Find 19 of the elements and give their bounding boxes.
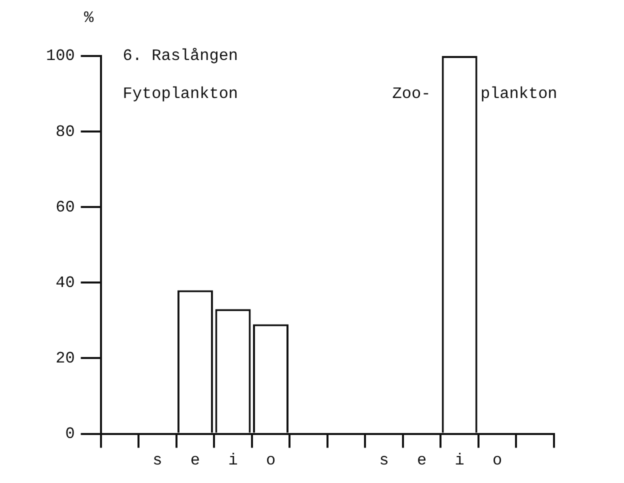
- y-axis-title: %: [84, 9, 94, 28]
- x-tick-label: i: [454, 452, 464, 470]
- x-tick-label: s: [152, 452, 162, 470]
- y-tick-label: 40: [56, 274, 75, 292]
- annotation: Fytoplankton: [122, 85, 238, 104]
- x-tick-label: i: [228, 452, 238, 470]
- annotation: plankton: [480, 85, 558, 104]
- x-tick-label: e: [417, 452, 427, 470]
- y-tick-label: 100: [46, 47, 75, 66]
- x-tick-label: o: [266, 452, 276, 470]
- annotation: Zoo-: [392, 85, 431, 104]
- y-tick-label: 60: [56, 198, 75, 216]
- x-tick-label: s: [379, 452, 389, 470]
- chart-title: 6. Raslången: [122, 47, 238, 66]
- y-tick-label: 20: [56, 349, 75, 368]
- x-tick-label: e: [190, 452, 200, 470]
- x-tick-label: o: [492, 452, 502, 470]
- y-tick-label: 0: [65, 425, 75, 444]
- y-tick-label: 80: [56, 122, 75, 141]
